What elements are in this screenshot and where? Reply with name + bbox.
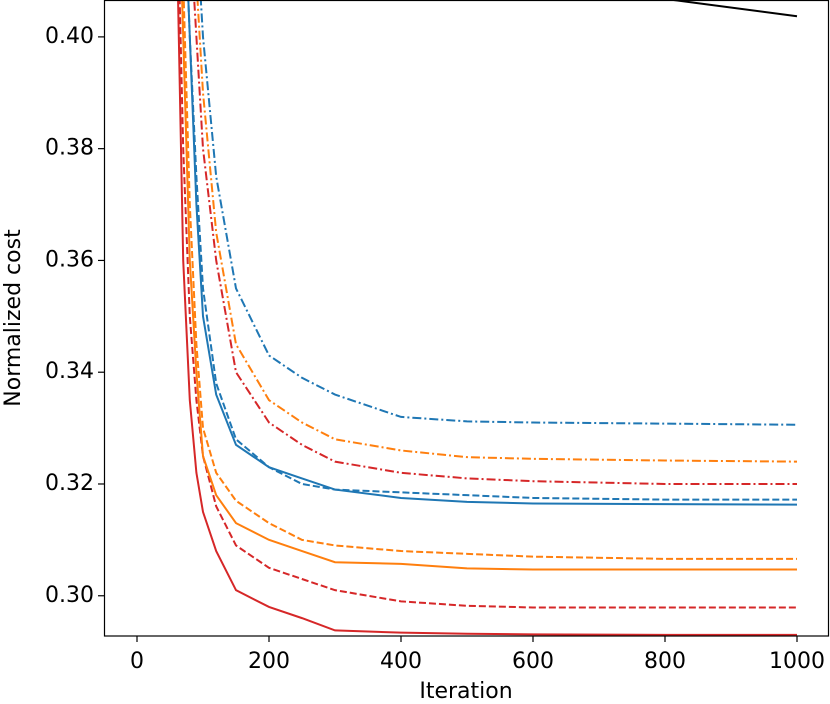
series-line bbox=[187, 0, 797, 501]
y-tick-label: 0.32 bbox=[45, 471, 94, 496]
series-line bbox=[178, 0, 797, 609]
y-tick-label: 0.30 bbox=[45, 583, 94, 608]
axes-frame bbox=[103, 0, 830, 637]
series-line bbox=[177, 0, 797, 636]
y-tick-label: 0.40 bbox=[45, 24, 94, 49]
x-tick-label: 0 bbox=[130, 649, 144, 674]
y-tick-label: 0.34 bbox=[45, 359, 94, 384]
x-tick-label: 200 bbox=[248, 649, 290, 674]
series-line bbox=[665, 0, 798, 18]
plot-lines bbox=[177, 0, 798, 636]
series-line bbox=[187, 0, 798, 506]
series-line bbox=[199, 0, 798, 426]
series-line bbox=[182, 0, 797, 560]
x-tick-label: 800 bbox=[644, 649, 686, 674]
series-line bbox=[196, 0, 798, 463]
x-axis-label: Iteration bbox=[419, 679, 512, 704]
series-line bbox=[193, 0, 797, 485]
series-line bbox=[181, 0, 797, 571]
x-tick-label: 400 bbox=[380, 649, 422, 674]
x-tick-label: 1000 bbox=[769, 649, 825, 674]
y-axis-label: Normalized cost bbox=[1, 229, 26, 407]
y-tick-label: 0.38 bbox=[45, 136, 94, 161]
x-tick-label: 600 bbox=[512, 649, 554, 674]
y-tick-label: 0.36 bbox=[45, 247, 94, 272]
